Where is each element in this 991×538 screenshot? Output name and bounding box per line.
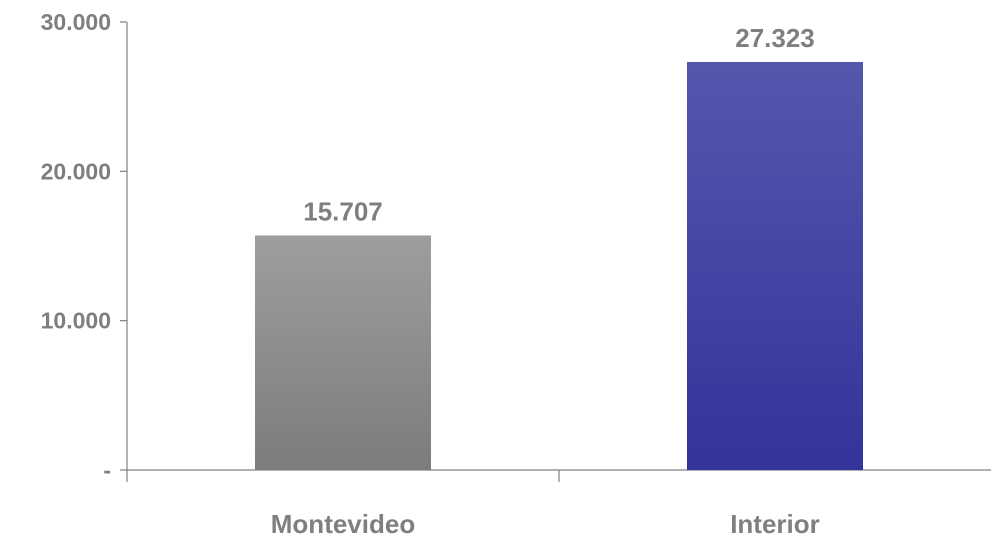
y-tick-label: 20.000 [41, 158, 111, 184]
bar-montevideo [255, 235, 431, 470]
x-category-label: Montevideo [271, 509, 415, 538]
data-label: 15.707 [303, 196, 383, 226]
y-tick-label: - [103, 457, 111, 483]
bar-interior [687, 61, 863, 470]
data-label: 27.323 [735, 23, 815, 53]
y-tick-label: 30.000 [41, 9, 111, 35]
y-tick-label: 10.000 [41, 308, 111, 334]
labels: - 10.000 20.000 30.000 15.707 Montevideo 27.32… [41, 9, 820, 538]
x-category-label: Interior [730, 509, 820, 538]
bars [255, 61, 863, 470]
